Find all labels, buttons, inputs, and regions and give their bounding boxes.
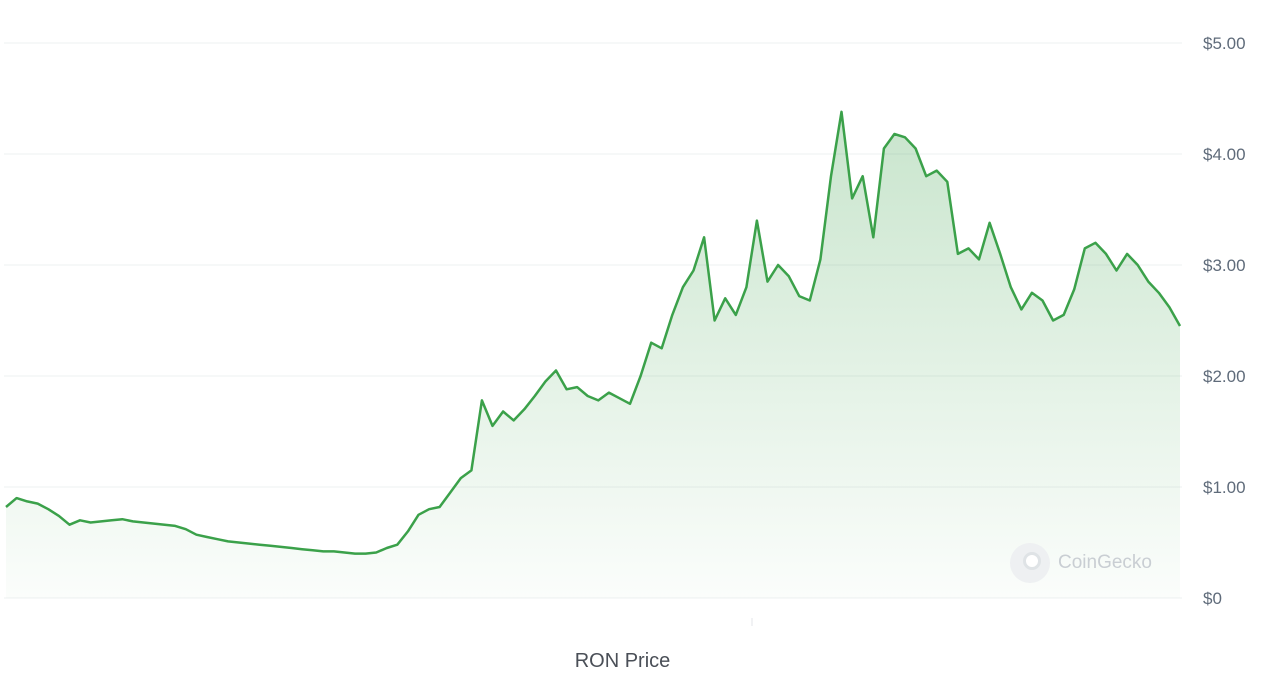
gecko-logo-icon	[1010, 543, 1050, 583]
y-tick-label: $2.00	[1203, 367, 1246, 386]
y-axis-ticks: $0 $1.00 $2.00 $3.00 $4.00 $5.00	[1203, 34, 1246, 608]
watermark-text: CoinGecko	[1058, 552, 1152, 573]
price-area	[6, 111, 1180, 599]
coingecko-watermark: CoinGecko	[1010, 543, 1152, 583]
legend-label: RON Price	[574, 650, 671, 672]
y-tick-label: $1.00	[1203, 478, 1246, 497]
y-tick-label: $3.00	[1203, 256, 1246, 275]
price-line	[5, 110, 1182, 555]
y-tick-label: $4.00	[1203, 145, 1246, 164]
y-tick-label: $5.00	[1203, 34, 1246, 53]
y-tick-label: $0	[1203, 589, 1222, 608]
chart-legend[interactable]: RON Price	[0, 650, 1245, 673]
